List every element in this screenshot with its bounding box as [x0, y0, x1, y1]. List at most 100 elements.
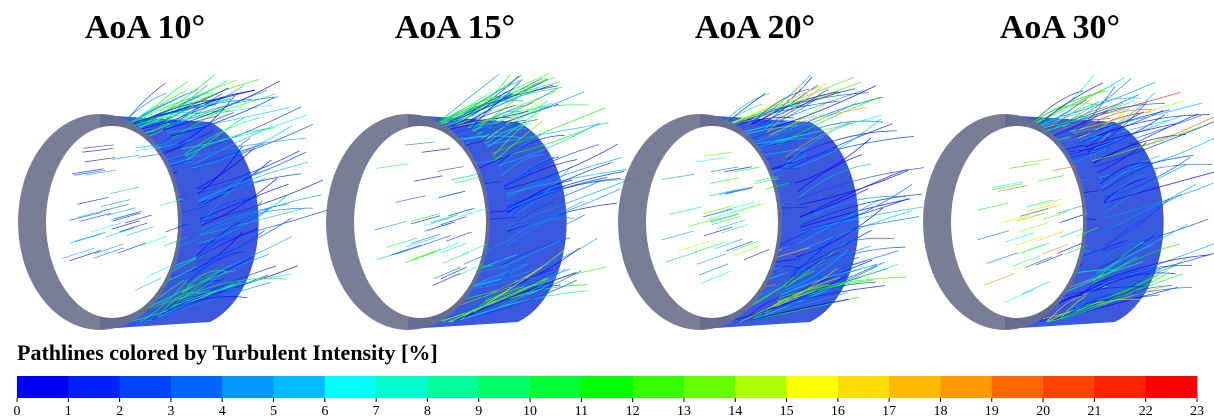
pathline [777, 276, 822, 301]
inner-pathline [448, 207, 474, 217]
inner-pathline [386, 237, 418, 248]
pathline [493, 244, 549, 288]
inner-pathline [70, 233, 103, 244]
inner-pathline [693, 242, 724, 253]
pathline [1100, 162, 1152, 185]
pathline [1103, 156, 1191, 198]
pathline [177, 277, 287, 300]
pathline [486, 122, 609, 146]
inner-pathline [1064, 244, 1089, 256]
pathline [799, 195, 907, 223]
inner-pathline [440, 242, 467, 254]
pathline [1101, 219, 1145, 253]
inner-pathline [1057, 205, 1082, 214]
pathline [766, 87, 822, 133]
inner-pathline [1009, 163, 1038, 169]
inner-pathline [106, 207, 136, 216]
inner-pathline [661, 173, 695, 180]
pathline [129, 89, 255, 124]
inner-pathline [703, 226, 733, 237]
pathline [190, 125, 293, 169]
inner-pathline [406, 236, 437, 248]
pathline [468, 270, 582, 317]
pathline [1037, 81, 1156, 124]
inner-pathline [725, 240, 753, 252]
pathline [147, 74, 216, 124]
pathline [196, 221, 241, 257]
colorbar-tick-label: 1 [65, 404, 72, 419]
pathline [171, 273, 293, 307]
pathline [506, 217, 575, 242]
pathline [796, 154, 862, 193]
inner-pathline [395, 243, 427, 255]
pathline [185, 127, 276, 157]
pathline [798, 199, 880, 245]
pathline [484, 123, 531, 144]
pathline [197, 200, 263, 251]
inner-pathline [711, 216, 740, 225]
pathline [454, 272, 576, 322]
colorbar-segment [889, 376, 941, 398]
colorbar-segment [683, 376, 736, 398]
pathline [507, 162, 612, 210]
pathline [462, 290, 589, 320]
inner-pathline [1022, 158, 1051, 164]
pathline [470, 93, 513, 130]
pathline [166, 84, 245, 133]
colorbar-tick-label: 18 [933, 404, 947, 419]
colorbar-tick-label: 11 [575, 404, 588, 419]
pathline [1091, 254, 1211, 286]
pathline [1080, 119, 1169, 143]
inner-pathline [709, 189, 738, 197]
pathline [195, 228, 259, 259]
inner-pathline [413, 175, 443, 182]
inner-pathline [442, 252, 469, 264]
inner-pathline [146, 265, 172, 278]
pathline [198, 178, 266, 202]
pathline [741, 92, 869, 123]
inner-pathline [986, 252, 1018, 264]
pathline [464, 279, 577, 319]
pathline [160, 96, 279, 129]
inner-pathline [101, 199, 131, 207]
pathline [775, 114, 882, 142]
pathline [1100, 163, 1213, 186]
inner-pathline [91, 222, 122, 233]
pathline [170, 97, 275, 137]
pathline [187, 117, 244, 161]
pathline [764, 85, 876, 131]
colorbar-segment [1094, 376, 1147, 398]
inner-pathline [423, 235, 452, 246]
colorbar-segment [1043, 376, 1095, 398]
inner-pathline [410, 233, 440, 244]
pathline [766, 107, 868, 133]
pathline [504, 143, 619, 190]
pathline [786, 252, 840, 286]
inner-pathline [165, 223, 189, 233]
colorbar-segment [940, 376, 993, 398]
colorbar-segment [273, 376, 326, 398]
pathline [1089, 264, 1192, 290]
inner-pathline [451, 174, 477, 181]
inner-pathline [77, 196, 109, 205]
panel: AoA 30° [923, 9, 1214, 330]
inner-pathline [1011, 255, 1041, 267]
inner-pathline [1001, 214, 1032, 224]
inner-pathline [105, 227, 135, 238]
pathline [1094, 121, 1214, 168]
inner-pathline [432, 273, 460, 286]
colorbar-tick-label: 3 [167, 404, 174, 419]
pathline [439, 277, 547, 322]
pathline [435, 95, 501, 125]
inner-pathline [112, 212, 141, 222]
inner-pathline [82, 148, 113, 153]
pathline [781, 259, 868, 294]
pathline [1085, 111, 1145, 149]
panel-title: AoA 20° [695, 9, 815, 46]
inner-pathline [754, 177, 779, 185]
pathline [453, 80, 521, 123]
inner-pathline [159, 198, 184, 207]
inner-pathline [135, 277, 162, 291]
colorbar-tick-label: 4 [219, 404, 226, 419]
pathline [1072, 102, 1203, 134]
